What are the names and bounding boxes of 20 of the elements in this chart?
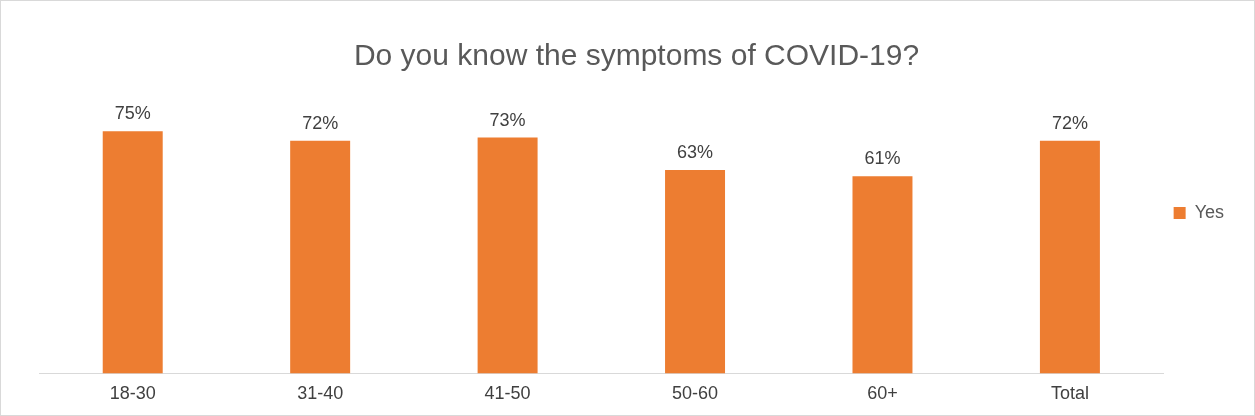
data-label: 61% [864, 148, 901, 169]
legend-label: Yes [1194, 201, 1225, 222]
data-label: 73% [489, 109, 526, 130]
bar [102, 131, 163, 374]
bar [665, 169, 726, 374]
x-tick-label: 31-40 [297, 383, 344, 404]
data-label: 72% [1051, 112, 1088, 133]
x-tick-label: 50-60 [672, 383, 719, 404]
bar [852, 176, 913, 374]
x-tick-label: 18-30 [109, 383, 156, 404]
data-label: 63% [677, 141, 714, 162]
data-label: 72% [302, 112, 339, 133]
bar [1039, 140, 1100, 374]
x-tick-label: 60+ [867, 383, 898, 404]
x-tick-label: Total [1050, 383, 1089, 404]
data-label: 75% [114, 103, 151, 124]
chart-title: Do you know the symptoms of COVID-19? [353, 38, 920, 72]
bar [477, 137, 538, 374]
x-tick-label: 41-50 [484, 383, 531, 404]
bar [290, 140, 351, 374]
